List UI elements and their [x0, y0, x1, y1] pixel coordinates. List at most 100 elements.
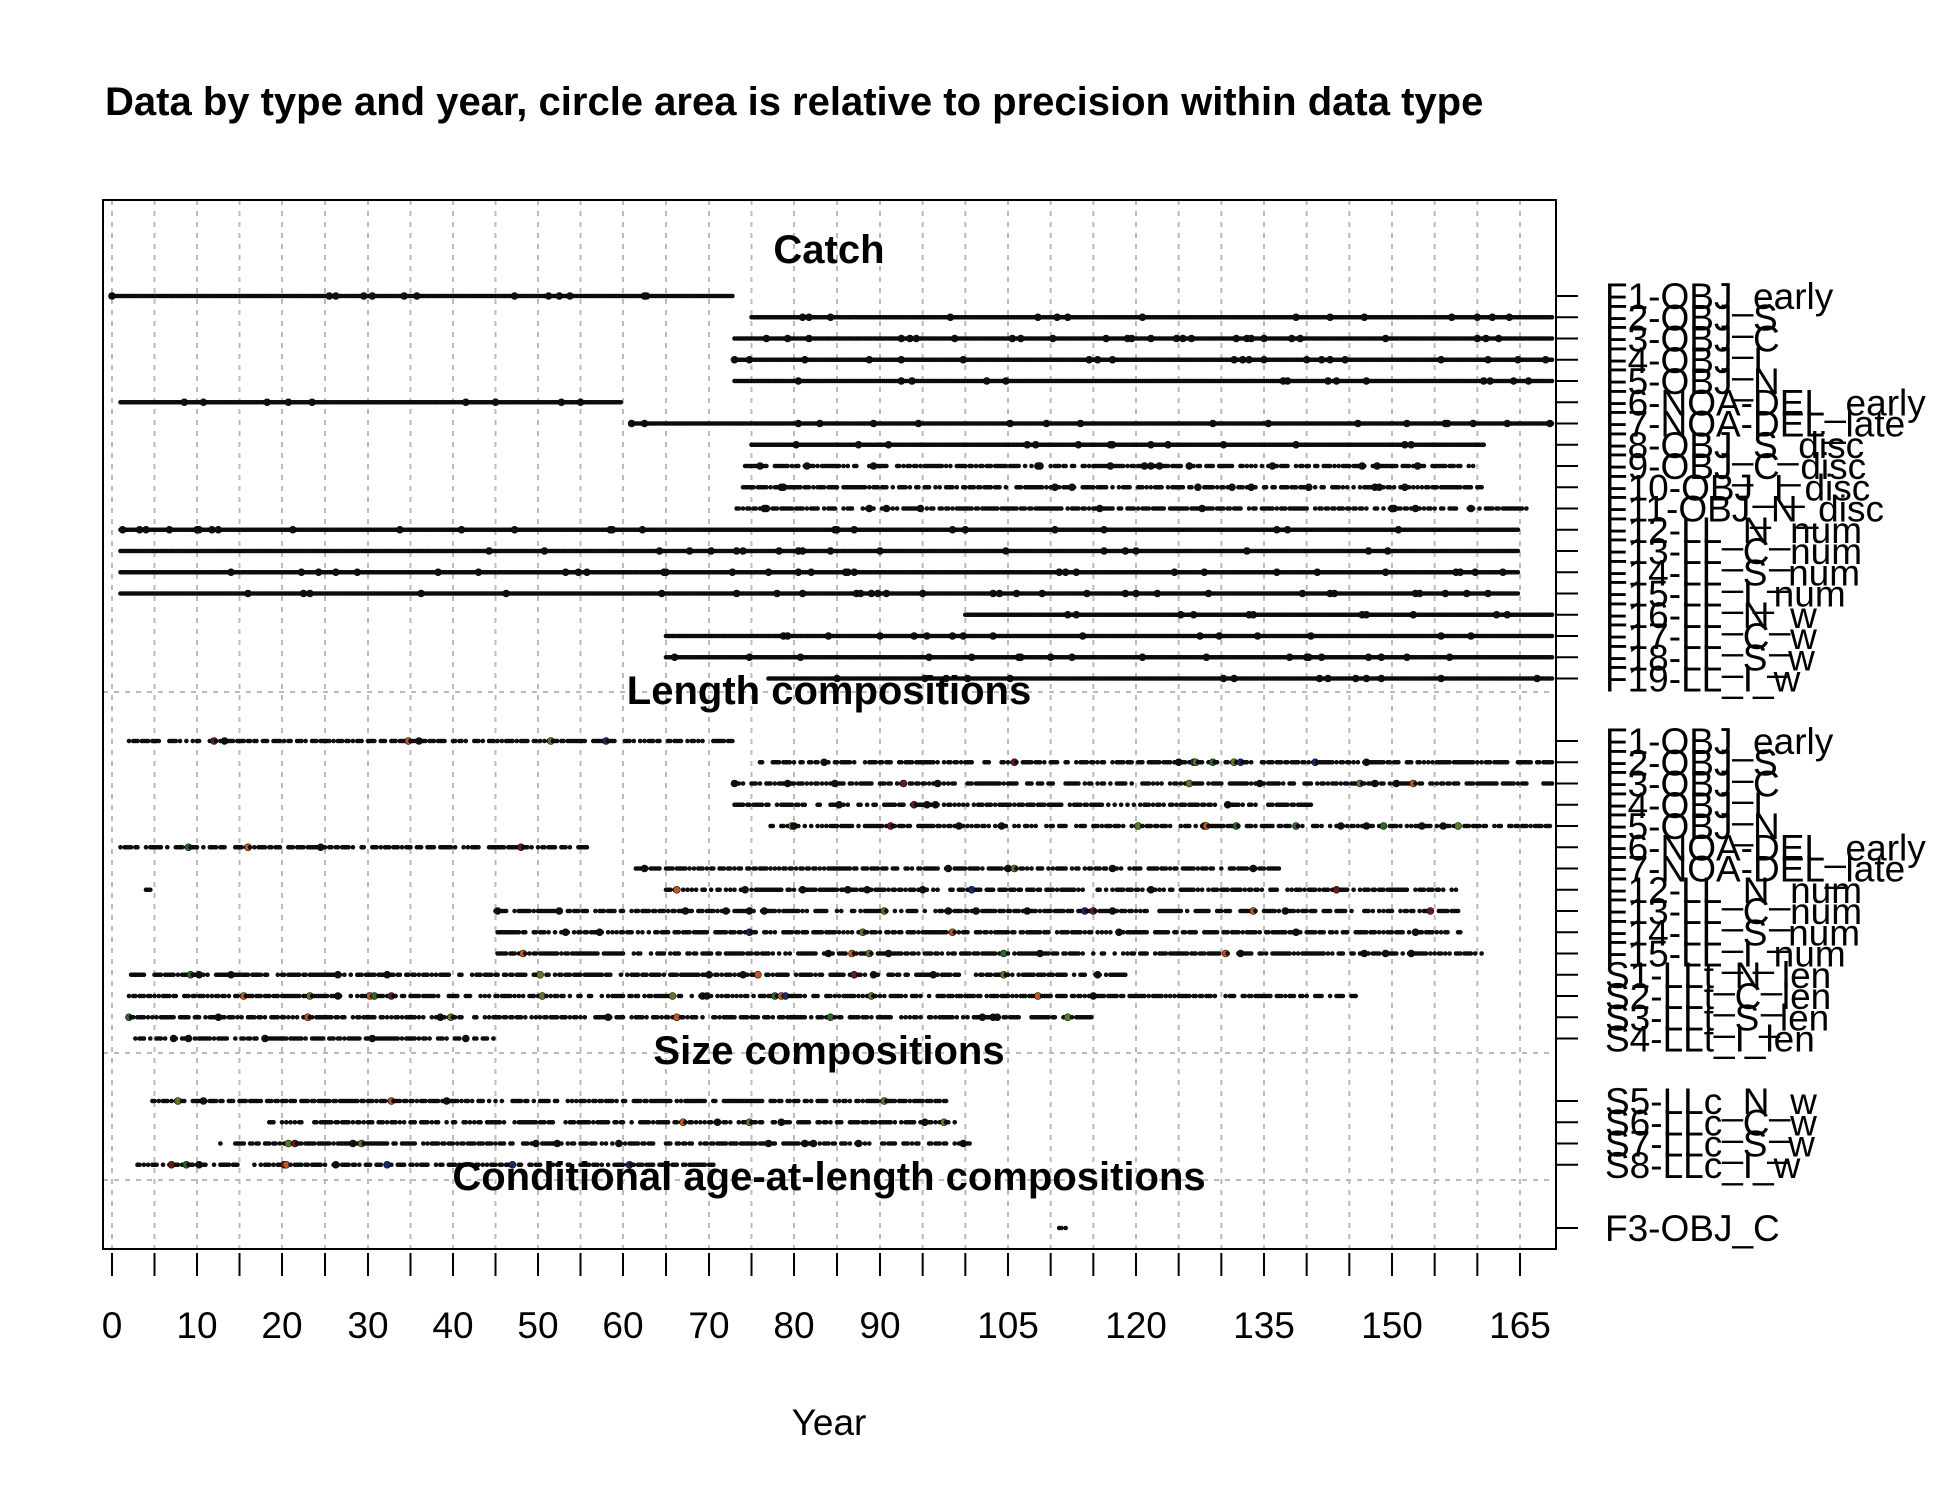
data-point [1549, 421, 1555, 426]
data-point [1432, 506, 1437, 511]
data-point [1417, 506, 1422, 511]
data-point [903, 484, 908, 490]
data-point [1120, 463, 1126, 469]
data-point [1191, 463, 1196, 469]
data-point [945, 506, 951, 511]
data-point [1091, 484, 1096, 490]
data-point [1381, 506, 1386, 511]
data-point [1479, 484, 1484, 490]
data-point [1312, 484, 1318, 490]
data-point [1071, 463, 1077, 469]
data-point [1421, 506, 1427, 511]
data-point [1044, 484, 1049, 490]
data-point [977, 484, 983, 490]
data-point [1140, 484, 1145, 490]
data-point [1146, 506, 1152, 511]
data-point [896, 463, 902, 469]
data-point [1003, 463, 1009, 469]
data-point [1443, 463, 1448, 469]
data-point [1270, 506, 1275, 511]
data-point [1016, 463, 1022, 469]
data-point [1359, 506, 1365, 511]
data-point [774, 506, 780, 511]
data-point [1406, 463, 1412, 469]
data-point [1468, 484, 1474, 490]
data-point [1022, 463, 1028, 469]
data-point [841, 506, 846, 511]
data-point [1283, 506, 1288, 511]
data-point [1029, 463, 1034, 469]
data-point [1470, 463, 1476, 469]
data-point [1194, 483, 1202, 492]
data-point [1063, 463, 1068, 469]
data-point [971, 484, 977, 490]
data-point [962, 463, 968, 469]
data-points [108, 292, 1555, 1231]
data-point [806, 484, 812, 490]
data-point [1018, 484, 1024, 490]
data-point [1477, 506, 1482, 511]
data-point [901, 463, 906, 469]
data-point [1347, 463, 1352, 469]
data-point [1406, 484, 1412, 490]
data-point [1184, 506, 1190, 511]
data-point [890, 506, 896, 511]
data-point [1131, 506, 1137, 511]
data-point [1458, 463, 1463, 469]
data-point [1304, 506, 1309, 511]
data-point [1549, 357, 1555, 363]
data-point [884, 463, 889, 469]
data-point [988, 463, 994, 469]
data-point [1381, 484, 1386, 490]
data-point [969, 463, 975, 469]
data-point [1419, 484, 1425, 490]
data-point [1321, 484, 1326, 490]
data-point [1453, 506, 1459, 511]
data-point [969, 506, 975, 511]
data-point [1451, 463, 1457, 469]
data-point [933, 484, 938, 490]
data-point [1362, 463, 1367, 469]
data-point [1434, 484, 1440, 490]
data-point [930, 506, 936, 511]
data-point [997, 484, 1002, 490]
data-point [1394, 463, 1399, 469]
data-point [1293, 484, 1299, 490]
section-dividers [103, 691, 1556, 1181]
data-point [1039, 484, 1045, 490]
data-point [1285, 484, 1290, 490]
data-point [926, 484, 932, 490]
data-point [804, 506, 810, 511]
data-point [1353, 506, 1358, 511]
data-point [736, 506, 742, 511]
data-point [1116, 484, 1122, 490]
data-point [1253, 484, 1258, 490]
data-point [841, 463, 846, 469]
data-point [834, 484, 840, 490]
data-point [913, 463, 919, 469]
data-point [894, 506, 900, 511]
data-point [1340, 506, 1346, 511]
data-point [854, 463, 859, 469]
data-point [1189, 484, 1194, 490]
data-point [1036, 462, 1044, 470]
data-point [1272, 484, 1277, 490]
data-point [871, 506, 876, 511]
data-point [1131, 463, 1137, 469]
data-point [1210, 484, 1216, 490]
data-point [1411, 484, 1416, 490]
data-point [1228, 483, 1236, 492]
data-point [1082, 506, 1088, 511]
data-point [1240, 463, 1245, 469]
data-point [1238, 506, 1243, 511]
data-point [939, 506, 945, 511]
data-point [1086, 463, 1092, 469]
data-point [1421, 463, 1427, 469]
data-point [1210, 506, 1216, 511]
data-point [1029, 506, 1034, 511]
data-point [1336, 484, 1341, 490]
data-point [1253, 506, 1258, 511]
data-point [740, 506, 746, 511]
data-point [1351, 484, 1356, 490]
data-point [988, 484, 994, 490]
